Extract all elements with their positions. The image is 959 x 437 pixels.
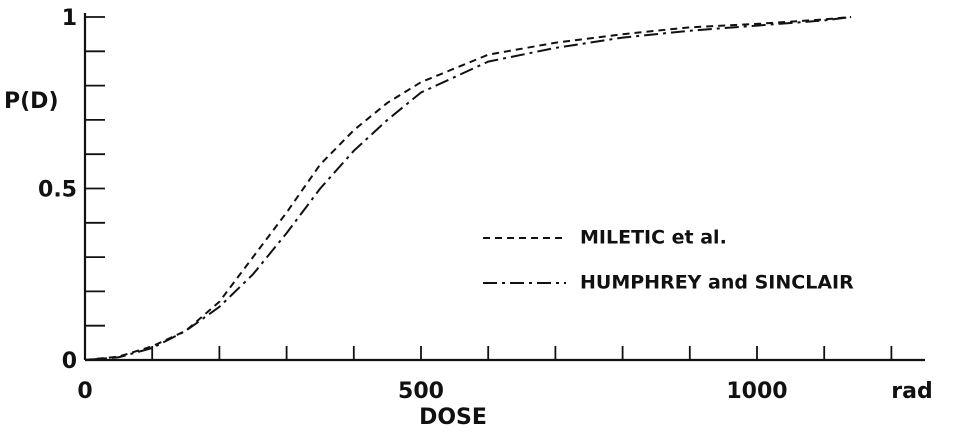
x-axis-label: DOSE [419, 405, 487, 430]
series-line [84, 16, 852, 361]
y-tick-label: 0.5 [38, 178, 77, 203]
legend-label: MILETIC et al. [580, 227, 727, 249]
x-tick-label: 1000 [726, 379, 787, 404]
legend-label: HUMPHREY and SINCLAIR [580, 272, 854, 294]
y-tick-label: 0 [62, 349, 77, 374]
y-tick-label: 1 [62, 6, 77, 31]
x-axis-unit: rad [891, 379, 932, 404]
x-tick-label: 0 [77, 379, 92, 404]
series-line [84, 16, 852, 361]
x-tick-label: 500 [398, 379, 444, 404]
y-axis-label: P(D) [4, 89, 59, 114]
